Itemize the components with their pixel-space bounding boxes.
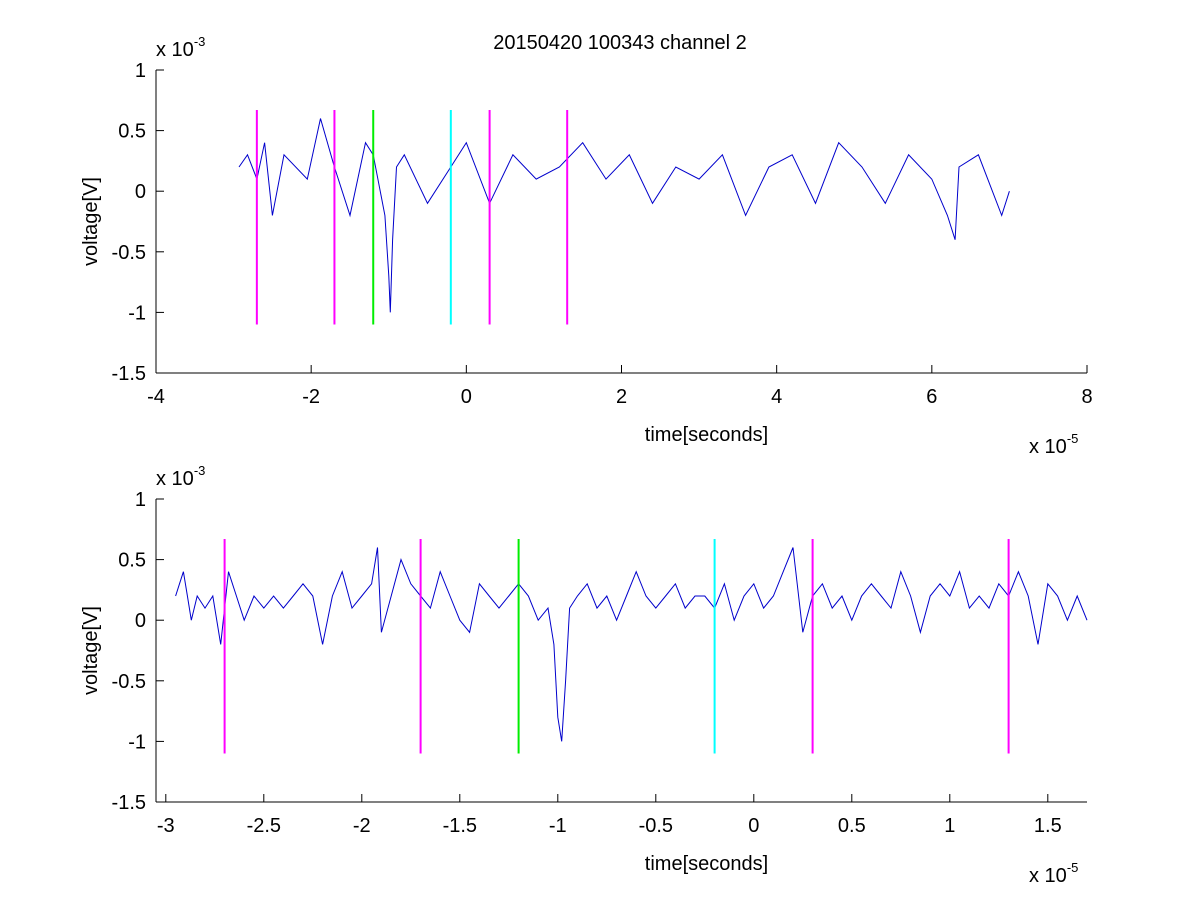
y-tick-label: -0.5 (112, 671, 146, 693)
x-axis-label: time[seconds] (645, 853, 768, 875)
x-multiplier-label: x 10-5 (1029, 860, 1078, 887)
x-tick-label: 6 (926, 386, 937, 408)
x-tick-label: -0.5 (639, 815, 673, 837)
x-tick-label: 0 (748, 815, 759, 837)
y-tick-label: 0 (135, 181, 146, 203)
x-tick-label: 1 (944, 815, 955, 837)
x-tick-label: 1.5 (1034, 815, 1062, 837)
x-tick-label: -4 (147, 386, 165, 408)
x-tick-label: -2 (353, 815, 371, 837)
signal-series-line (175, 547, 1088, 742)
x-tick-label: 8 (1081, 386, 1092, 408)
y-tick-label: 1 (135, 60, 146, 82)
figure-title: 20150420 100343 channel 2 (493, 32, 747, 54)
y-tick-label: -1.5 (112, 363, 146, 385)
x-tick-label: -3 (157, 815, 175, 837)
y-tick-label: -1 (128, 731, 146, 753)
y-axis-label: voltage[V] (80, 606, 102, 695)
x-tick-label: 4 (771, 386, 782, 408)
signal-series-line (238, 118, 1010, 313)
x-multiplier-exponent: -5 (1067, 431, 1079, 446)
x-tick-label: -1 (549, 815, 567, 837)
x-tick-label: -2.5 (247, 815, 281, 837)
y-tick-label: 0.5 (118, 121, 146, 143)
x-tick-label: 0.5 (838, 815, 866, 837)
y-tick-label: 0 (135, 610, 146, 632)
y-tick-label: -0.5 (112, 242, 146, 264)
y-multiplier-label: x 10-3 (156, 463, 205, 490)
y-multiplier-exponent: -3 (194, 34, 206, 49)
y-tick-label: 1 (135, 489, 146, 511)
bottom-plot: -3 -2.5 -2 -1.5 -1 -0.5 0 0.5 1 1.5 -1.5 -1 -0.5 0 0.5… (80, 463, 1088, 887)
x-multiplier-exponent: -5 (1067, 860, 1079, 875)
x-tick-label: -2 (302, 386, 320, 408)
y-axis-label: voltage[V] (80, 177, 102, 266)
x-tick-label: 2 (616, 386, 627, 408)
y-multiplier-label: x 10-3 (156, 34, 205, 61)
y-tick-label: 0.5 (118, 550, 146, 572)
x-multiplier-label: x 10-5 (1029, 431, 1078, 458)
y-tick-label: -1 (128, 302, 146, 324)
x-tick-label: 0 (461, 386, 472, 408)
y-tick-label: -1.5 (112, 792, 146, 814)
y-multiplier-exponent: -3 (194, 463, 206, 478)
x-axis-label: time[seconds] (645, 424, 768, 446)
x-tick-label: -1.5 (443, 815, 477, 837)
top-plot: -4 -2 0 2 4 6 8 -1.5 -1 -0.5 0 0.5 1 x 10-3 x 10-5 time… (80, 34, 1093, 458)
